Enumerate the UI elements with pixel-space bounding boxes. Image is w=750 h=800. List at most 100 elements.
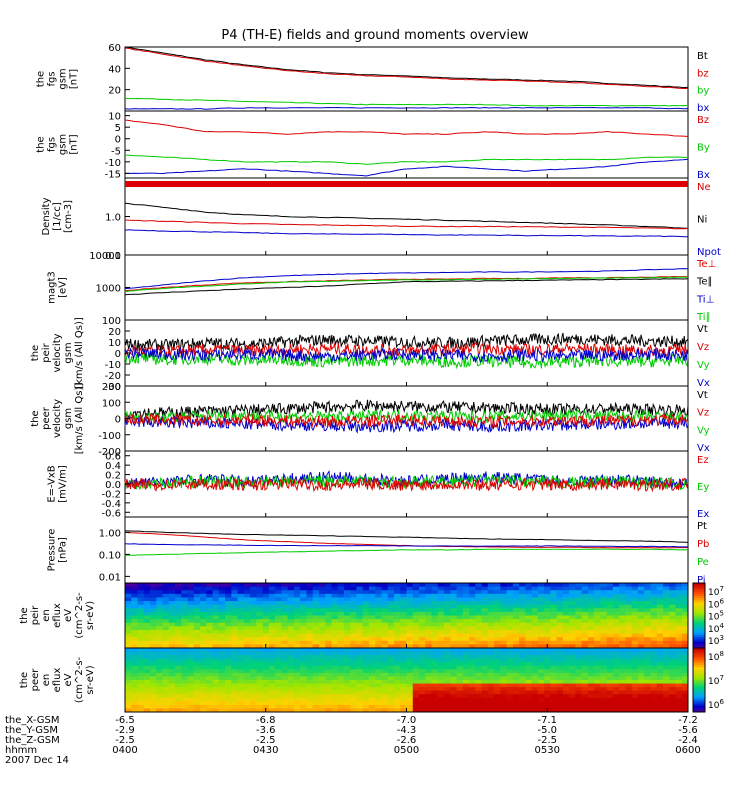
heatmap-cell xyxy=(600,583,608,588)
heatmap-cell xyxy=(381,615,389,620)
heatmap-cell xyxy=(225,615,232,620)
heatmap-cell xyxy=(600,672,608,677)
heatmap-cell xyxy=(356,644,364,649)
heatmap-cell xyxy=(225,604,232,609)
heatmap-cell xyxy=(562,590,570,595)
heatmap-cell xyxy=(425,601,433,606)
heatmap-cell xyxy=(300,694,307,699)
heatmap-cell xyxy=(594,604,601,609)
heatmap-cell xyxy=(575,655,583,660)
heatmap-cell xyxy=(193,619,201,624)
heatmap-cell xyxy=(662,672,670,677)
heatmap-cell xyxy=(243,619,251,624)
heatmap-cell xyxy=(519,655,526,660)
heatmap-cell xyxy=(412,640,420,645)
heatmap-cell xyxy=(162,586,170,591)
ytick-label: 1000 xyxy=(96,284,121,295)
colorbar-segment xyxy=(693,602,705,606)
footer-label-4: 2007 Dec 14 xyxy=(5,755,69,766)
heatmap-cell xyxy=(500,644,508,649)
heatmap-cell xyxy=(625,601,633,606)
heatmap-cell xyxy=(125,644,132,649)
heatmap-cell xyxy=(519,629,526,635)
heatmap-cell xyxy=(581,680,589,685)
heatmap-cell xyxy=(400,694,407,699)
heatmap-cell xyxy=(281,622,289,627)
heatmap-cell xyxy=(537,590,545,595)
heatmap-cell xyxy=(131,648,139,653)
heatmap-cell xyxy=(225,601,232,606)
heatmap-cell xyxy=(556,608,564,613)
heatmap-cell xyxy=(393,690,401,695)
heatmap-cell xyxy=(225,648,232,653)
heatmap-cell xyxy=(325,615,332,620)
heatmap-cell xyxy=(469,629,476,635)
heatmap-cell xyxy=(156,586,164,591)
heatmap-cell xyxy=(312,622,320,627)
heatmap-cell xyxy=(306,611,314,616)
heatmap-cell xyxy=(312,697,320,702)
heatmap-cell xyxy=(475,683,483,688)
colorbar-segment xyxy=(693,622,705,625)
heatmap-cell xyxy=(362,655,370,660)
heatmap-cell xyxy=(350,611,357,616)
ytick-label: 60 xyxy=(108,43,121,54)
heatmap-cell xyxy=(406,590,414,595)
heatmap-cell xyxy=(544,590,551,595)
heatmap-cell xyxy=(487,676,495,681)
heatmap-cell xyxy=(200,655,207,660)
heatmap-cell xyxy=(594,597,601,602)
heatmap-cell xyxy=(131,644,139,649)
legend-label-Te⊥: Te⊥ xyxy=(696,259,716,270)
heatmap-cell xyxy=(387,593,395,598)
heatmap-cell xyxy=(375,604,382,609)
heatmap-cell xyxy=(387,697,395,702)
heatmap-cell xyxy=(469,708,476,713)
heatmap-cell xyxy=(343,658,351,663)
heatmap-cell xyxy=(519,658,526,663)
heatmap-cell xyxy=(237,690,245,695)
heatmap-cell xyxy=(481,669,489,674)
ytick-label: 0.6 xyxy=(105,452,121,463)
heatmap-cell xyxy=(481,633,489,638)
heatmap-cell xyxy=(406,651,414,656)
heatmap-cell xyxy=(131,608,139,613)
colorbar-segment xyxy=(693,589,705,593)
heatmap-cell xyxy=(175,604,182,609)
heatmap-cell xyxy=(444,704,451,709)
heatmap-cell xyxy=(594,622,601,627)
heatmap-cell xyxy=(575,648,583,653)
heatmap-cell xyxy=(225,676,232,681)
heatmap-cell xyxy=(256,593,264,598)
heatmap-cell xyxy=(475,697,483,702)
heatmap-cell xyxy=(175,601,182,606)
legend-label-Ni: Ni xyxy=(697,215,707,226)
heatmap-cell xyxy=(218,704,226,709)
heatmap-cell xyxy=(637,687,645,692)
heatmap-cell xyxy=(450,697,458,702)
footer-value: -6.5 xyxy=(115,715,135,726)
colorbar-segment xyxy=(693,645,705,649)
heatmap-cell xyxy=(669,676,676,681)
heatmap-cell xyxy=(200,651,207,656)
heatmap-cell xyxy=(312,658,320,663)
heatmap-cell xyxy=(512,619,520,624)
heatmap-cell xyxy=(669,672,676,677)
heatmap-cell xyxy=(293,648,301,653)
heatmap-cell xyxy=(494,687,501,692)
heatmap-cell xyxy=(362,604,370,609)
heatmap-cell xyxy=(431,622,439,627)
heatmap-cell xyxy=(412,583,420,588)
heatmap-cell xyxy=(156,644,164,649)
heatmap-cell xyxy=(375,687,382,692)
heatmap-cell xyxy=(137,665,145,670)
heatmap-cell xyxy=(537,622,545,627)
heatmap-cell xyxy=(487,601,495,606)
heatmap-cell xyxy=(237,608,245,613)
heatmap-cell xyxy=(469,611,476,616)
heatmap-cell xyxy=(243,676,251,681)
heatmap-cell xyxy=(312,586,320,591)
heatmap-cell xyxy=(675,583,683,588)
heatmap-cell xyxy=(281,672,289,677)
heatmap-cell xyxy=(425,662,433,667)
